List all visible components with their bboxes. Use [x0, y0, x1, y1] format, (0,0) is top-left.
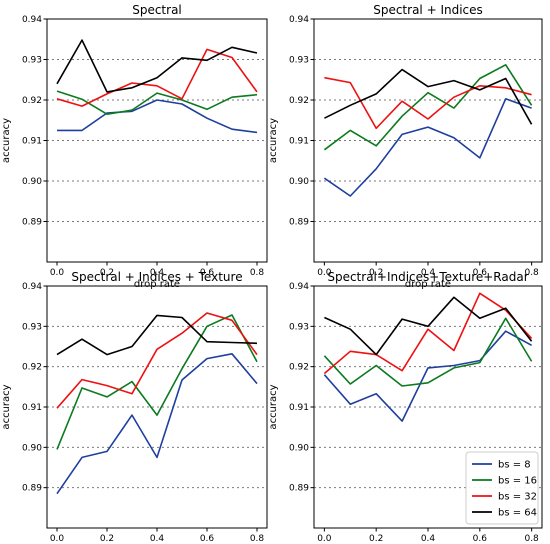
plot-frame: [313, 18, 543, 263]
series-line-bs-32: [323, 292, 533, 375]
x-tick-label: 0.8: [524, 534, 539, 544]
x-tick-label: 0.6: [473, 534, 488, 544]
series-line-bs-64: [324, 68, 533, 125]
x-tick-label: 0.4: [421, 268, 436, 278]
y-tick-label: 0.89: [22, 484, 42, 494]
series-line-bs-32: [56, 312, 258, 409]
x-tick-label: 0.6: [200, 534, 215, 544]
y-tick-label: 0.93: [22, 56, 42, 66]
y-tick-label: 0.91: [289, 403, 309, 413]
series-line-bs-8: [323, 98, 532, 197]
x-tick-label: 0.6: [200, 268, 215, 278]
x-tick-label: 0.4: [150, 268, 165, 278]
y-tick-label: 0.92: [289, 363, 309, 373]
series-line-bs-64: [56, 39, 258, 93]
panel-3: 0.89 0.90 0.91 0.92 0.93 0.94 0.0 0.2 0.4 0.6 0.8 S…: [1, 270, 268, 544]
legend: bs = 8 bs = 16 bs = 32 bs = 64: [465, 451, 539, 525]
series-line-bs-64: [56, 314, 258, 356]
y-tick-label: 0.89: [289, 484, 309, 494]
y-tick-label: 0.90: [289, 443, 309, 453]
series-line-bs-32: [324, 76, 532, 130]
x-tick-label: 0.4: [421, 534, 436, 544]
y-tick-label: 0.93: [22, 322, 42, 332]
y-axis-label: accuracy: [268, 384, 279, 429]
y-tick-label: 0.94: [289, 15, 309, 25]
series-line-bs-16: [56, 314, 258, 450]
panel-title: Spectral + Indices: [373, 3, 483, 17]
x-tick-label: 0.4: [150, 534, 165, 544]
series-line-bs-8: [323, 330, 532, 422]
y-tick-label: 0.93: [289, 322, 309, 332]
x-axis-label: drop rate: [134, 279, 180, 290]
x-tick-label: 0.0: [50, 534, 65, 544]
x-tick-label: 0.2: [100, 534, 114, 544]
x-tick-label: 0.2: [369, 534, 383, 544]
panel-2: 0.890.900.910.920.930.940.0 0.2 0.4 0.6 0.8S…: [268, 3, 543, 290]
y-axis-label: accuracy: [268, 118, 279, 163]
y-tick-label: 0.94: [289, 282, 309, 292]
x-tick-label: 0.2: [100, 268, 114, 278]
y-tick-label: 0.92: [289, 96, 309, 106]
y-tick-label: 0.90: [22, 177, 42, 187]
x-tick-label: 0.6: [473, 268, 488, 278]
y-tick-label: 0.93: [289, 56, 309, 66]
legend-label: bs = 64: [498, 508, 537, 519]
panel-title: Spectral+Indices+Texture+Radar: [327, 270, 528, 284]
y-tick-label: 0.91: [289, 137, 309, 147]
x-tick-label: 0.2: [369, 268, 383, 278]
legend-label: bs = 32: [498, 492, 537, 503]
legend-label: bs = 16: [498, 476, 537, 487]
y-tick-label: 0.89: [22, 218, 42, 228]
legend-box: [465, 451, 539, 525]
y-axis-label: accuracy: [1, 118, 12, 163]
x-tick-label: 0.0: [317, 534, 332, 544]
panel-4: 0.890.900.910.920.930.940.0 0.2 0.4 0.6 0.8S…: [268, 270, 543, 544]
y-tick-label: 0.92: [22, 96, 42, 106]
x-axis-label: drop rate: [405, 279, 451, 290]
panel-title: Spectral + Indices + Texture: [71, 270, 242, 284]
series-line-bs-64: [324, 296, 533, 356]
series-line-bs-16: [56, 90, 258, 115]
series-line-bs-8: [57, 99, 258, 134]
y-tick-label: 0.89: [289, 218, 309, 228]
y-tick-label: 0.91: [22, 137, 42, 147]
y-tick-label: 0.94: [22, 282, 42, 292]
y-axis-label: accuracy: [1, 384, 12, 429]
series-line-bs-16: [323, 64, 533, 151]
panel-1: 0.89 0.90 0.91 0.92 0.93 0.94 0.0 0.2 0.4 0.6 0.8 S…: [1, 3, 268, 290]
y-tick-label: 0.91: [22, 403, 42, 413]
x-tick-label: 0.8: [524, 268, 539, 278]
x-tick-label: 0.8: [250, 534, 265, 544]
series-line-bs-32: [56, 48, 258, 107]
x-tick-label: 0.0: [50, 268, 65, 278]
y-tick-label: 0.90: [22, 443, 42, 453]
series-line-bs-16: [323, 317, 533, 387]
y-tick-label: 0.94: [22, 15, 42, 25]
x-tick-label: 0.8: [250, 268, 265, 278]
panel-title: Spectral: [132, 3, 182, 17]
x-tick-label: 0.0: [317, 268, 332, 278]
series-line-bs-8: [56, 352, 258, 495]
legend-label: bs = 8: [498, 460, 531, 471]
y-tick-label: 0.90: [289, 177, 309, 187]
y-tick-label: 0.92: [22, 363, 42, 373]
